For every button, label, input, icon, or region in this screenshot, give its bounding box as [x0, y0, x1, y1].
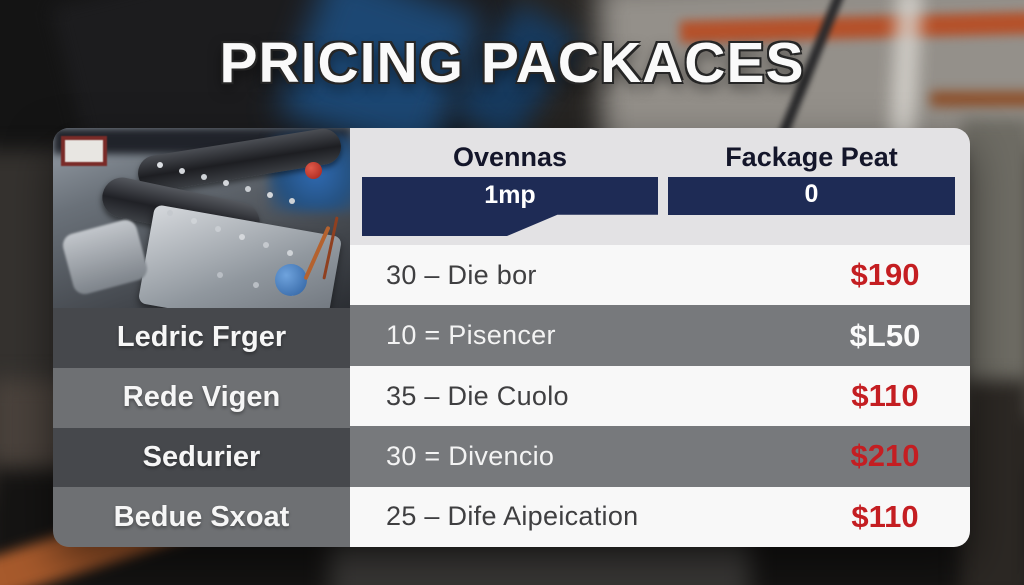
- service-cell: 30 = Divencio: [386, 440, 555, 471]
- table-row: 10 = Pisencer $L50: [350, 305, 970, 366]
- price-cell: $110: [851, 498, 919, 534]
- table-row: 25 – Dife Aipeication $110: [350, 486, 970, 547]
- service-cell: 10 = Pisencer: [386, 320, 556, 351]
- service-cell: 35 – Die Cuolo: [386, 380, 569, 411]
- column-badge: 1mp: [362, 177, 658, 236]
- pricing-table: Ledric Frger Rede Vigen Sedurier Bedue S…: [53, 128, 970, 547]
- engine-photo: [53, 128, 350, 308]
- table-row: 30 – Die bor $190: [350, 245, 970, 306]
- floor-blur: [962, 118, 1024, 418]
- page-title: PRICING PACKACES: [219, 31, 805, 95]
- price-cell: $190: [850, 257, 920, 293]
- price-cell: $110: [851, 378, 919, 414]
- price-cell: $L50: [849, 317, 921, 353]
- machinery-blur: [330, 540, 750, 585]
- service-cell: 30 – Die bor: [386, 259, 537, 290]
- row-label: Sedurier: [53, 427, 350, 488]
- table-right-column: Ovennas Fackage Peat 1mp 0 30 – Die bor …: [350, 128, 970, 547]
- shadow-blur: [960, 380, 1024, 585]
- price-cell: $210: [850, 438, 920, 474]
- table-header: Ovennas Fackage Peat 1mp 0: [350, 128, 970, 245]
- table-row: 35 – Die Cuolo $110: [350, 365, 970, 427]
- orange-shelf-streak: [930, 92, 1024, 106]
- column-header: Ovennas: [452, 141, 568, 172]
- table-left-column: Ledric Frger Rede Vigen Sedurier Bedue S…: [53, 128, 350, 547]
- service-cell: 25 – Dife Aipeication: [386, 501, 639, 532]
- column-header: Fackage Peat: [725, 141, 898, 172]
- row-label: Ledric Frger: [53, 308, 350, 368]
- table-row: 30 = Divencio $210: [350, 426, 970, 487]
- column-badge: 0: [668, 177, 955, 215]
- row-label: Bedue Sxoat: [53, 487, 350, 547]
- row-label: Rede Vigen: [53, 367, 350, 428]
